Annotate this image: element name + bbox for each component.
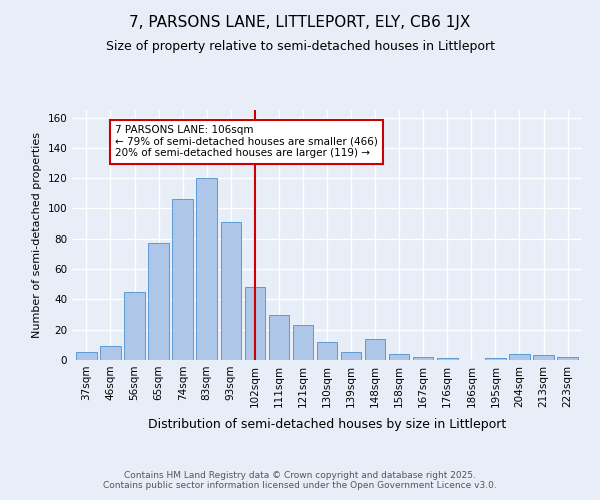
Bar [413, 357, 433, 360]
Bar [365, 339, 385, 360]
Y-axis label: Number of semi-detached properties: Number of semi-detached properties [32, 132, 42, 338]
Bar [557, 357, 578, 360]
Bar [221, 222, 241, 360]
Bar [76, 352, 97, 360]
Bar [245, 288, 265, 360]
Bar [389, 354, 409, 360]
Text: Contains HM Land Registry data © Crown copyright and database right 2025.
Contai: Contains HM Land Registry data © Crown c… [103, 470, 497, 490]
Bar [317, 342, 337, 360]
Bar [100, 346, 121, 360]
Bar [172, 200, 193, 360]
Text: 7 PARSONS LANE: 106sqm
← 79% of semi-detached houses are smaller (466)
20% of se: 7 PARSONS LANE: 106sqm ← 79% of semi-det… [115, 125, 378, 158]
Bar [341, 352, 361, 360]
Text: Size of property relative to semi-detached houses in Littleport: Size of property relative to semi-detach… [106, 40, 494, 53]
Text: 7, PARSONS LANE, LITTLEPORT, ELY, CB6 1JX: 7, PARSONS LANE, LITTLEPORT, ELY, CB6 1J… [130, 15, 470, 30]
Bar [509, 354, 530, 360]
Bar [196, 178, 217, 360]
Bar [148, 244, 169, 360]
Bar [437, 358, 458, 360]
Bar [269, 314, 289, 360]
Bar [485, 358, 506, 360]
Bar [533, 356, 554, 360]
X-axis label: Distribution of semi-detached houses by size in Littleport: Distribution of semi-detached houses by … [148, 418, 506, 431]
Bar [124, 292, 145, 360]
Bar [293, 325, 313, 360]
